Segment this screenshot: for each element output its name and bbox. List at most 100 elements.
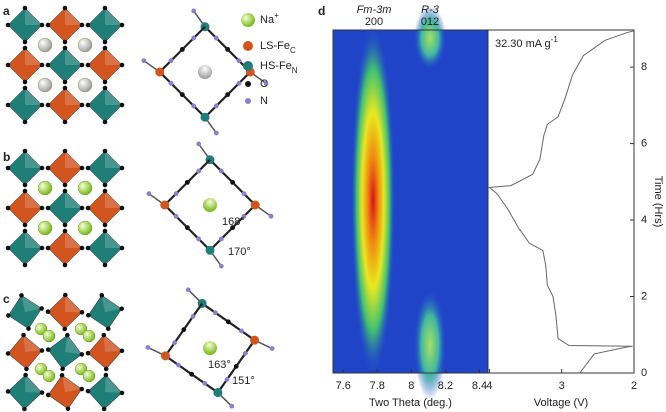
label: LS-FeC — [260, 40, 296, 55]
atom — [168, 58, 174, 64]
octahedron-face — [25, 375, 42, 393]
atom — [102, 5, 108, 11]
na-atom — [37, 77, 53, 93]
atom — [22, 228, 28, 234]
octahedron — [85, 372, 125, 412]
atom — [224, 377, 230, 382]
octahedron — [85, 332, 125, 372]
na-atom — [77, 220, 93, 236]
y-tick-label: 0 — [641, 367, 647, 379]
octahedron-face — [65, 191, 82, 208]
na-atom — [77, 180, 93, 196]
atom — [22, 45, 28, 51]
atom — [213, 388, 223, 398]
atom — [22, 222, 28, 228]
atom — [5, 102, 11, 108]
atom — [26, 326, 31, 331]
atom — [85, 245, 91, 251]
atom — [119, 245, 125, 251]
atom — [62, 326, 68, 332]
peak-blob — [351, 25, 395, 375]
atom — [22, 148, 28, 154]
atom — [196, 236, 202, 242]
atom — [173, 191, 179, 197]
atom — [85, 102, 91, 108]
na-atom — [37, 180, 53, 196]
atom — [102, 222, 108, 228]
atom — [39, 306, 44, 311]
framework — [141, 8, 269, 136]
atom — [268, 213, 274, 219]
text-part: N — [292, 66, 298, 75]
label: N — [260, 95, 268, 107]
plot-frame — [487, 29, 635, 374]
x-axis-label: Two Theta (deg.) — [369, 397, 452, 409]
atom — [62, 182, 68, 188]
octahedron — [5, 188, 45, 228]
label: C — [260, 78, 268, 90]
octahedron — [85, 228, 125, 268]
na-atom — [198, 65, 212, 79]
octahedron — [5, 332, 45, 372]
atom — [191, 8, 197, 14]
octahedron-face — [65, 88, 82, 105]
atom — [62, 222, 68, 228]
atom — [119, 22, 125, 28]
y-tick-label: 6 — [641, 137, 647, 149]
atom — [212, 310, 218, 316]
na-atom — [34, 362, 48, 376]
atom — [62, 39, 68, 45]
atom — [205, 245, 215, 255]
atom — [225, 92, 231, 98]
atom — [185, 287, 191, 293]
legend-swatch — [241, 13, 255, 27]
atom — [79, 165, 85, 171]
atom — [160, 351, 170, 361]
atom — [22, 182, 28, 188]
atom — [5, 165, 11, 171]
octahedron-face — [25, 151, 42, 168]
atom — [102, 228, 108, 234]
octahedron — [5, 5, 45, 45]
atom — [189, 371, 195, 377]
atom — [103, 366, 109, 372]
octahedron — [45, 228, 85, 268]
atom — [62, 148, 68, 154]
atom — [86, 312, 91, 318]
x-tick-label: 3 — [559, 380, 565, 392]
atom — [79, 245, 85, 251]
octahedron — [45, 148, 85, 188]
atom — [101, 406, 107, 412]
peak-blob — [414, 6, 446, 70]
atom — [102, 182, 108, 188]
octahedron — [45, 85, 85, 125]
atom — [225, 319, 231, 325]
text-part: Na — [260, 14, 275, 26]
atom — [119, 205, 125, 211]
atom — [79, 102, 85, 108]
atom — [172, 340, 178, 346]
atom — [191, 35, 197, 41]
octahedron-face — [65, 8, 82, 25]
atom — [59, 372, 65, 378]
atom — [22, 188, 28, 194]
atom — [62, 5, 68, 11]
atom — [62, 79, 68, 85]
atom — [119, 306, 124, 312]
framework — [146, 141, 274, 269]
na-atom — [74, 322, 88, 336]
octahedron — [5, 85, 45, 125]
atom — [65, 406, 71, 412]
atom — [102, 188, 108, 194]
atom — [45, 392, 51, 398]
atom — [22, 39, 28, 45]
atom — [103, 372, 109, 378]
atom — [24, 366, 29, 372]
atom — [23, 372, 28, 378]
atom — [119, 165, 125, 171]
na-atom — [82, 369, 96, 383]
octahedron — [85, 45, 125, 85]
angle-label: 170° — [228, 246, 251, 258]
atom — [45, 309, 51, 315]
